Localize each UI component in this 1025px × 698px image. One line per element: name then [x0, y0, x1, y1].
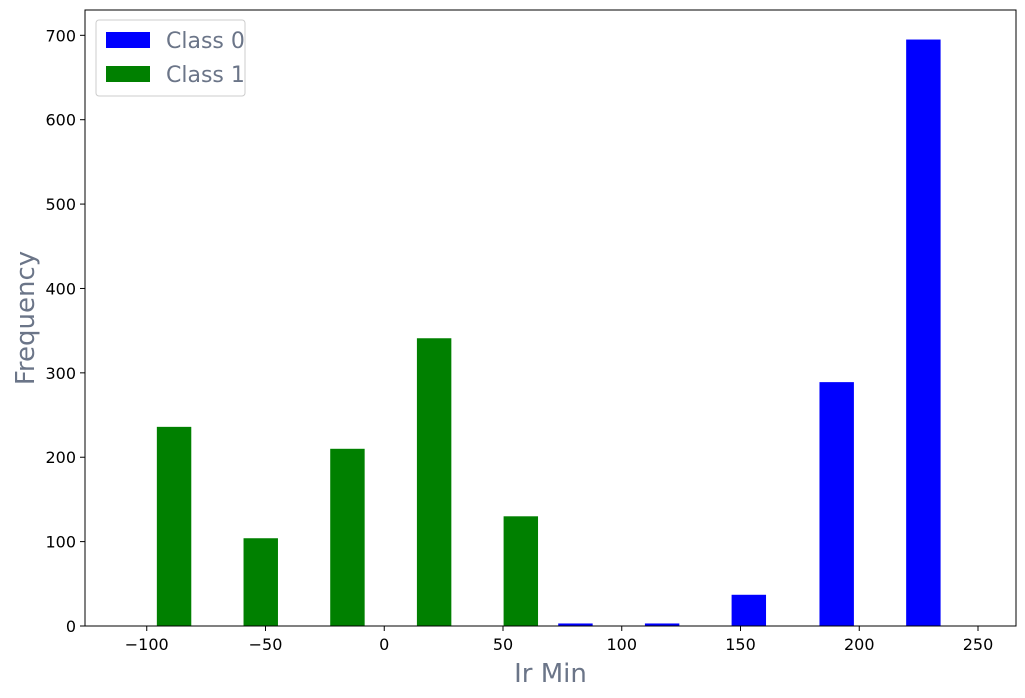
bar-class-1-2: [330, 448, 365, 626]
y-tick-label: 400: [45, 279, 76, 298]
bar-class-0-3: [819, 382, 854, 626]
y-tick-label: 700: [45, 26, 76, 45]
y-tick-label: 200: [45, 448, 76, 467]
legend-label-class-1: Class 1: [166, 63, 245, 88]
y-tick-label: 100: [45, 533, 76, 552]
x-tick-label: 150: [725, 635, 756, 654]
y-tick-label: 600: [45, 111, 76, 130]
legend-swatch-class-0: [106, 32, 150, 48]
bar-class-0-0: [558, 623, 593, 626]
bar-class-0-2: [731, 594, 767, 626]
x-axis-ticks: −100 −50 0 50 100 150 200 250: [125, 626, 994, 654]
y-tick-label: 300: [45, 364, 76, 383]
y-tick-label: 0: [66, 617, 76, 636]
y-axis-label: Frequency: [11, 251, 41, 385]
x-tick-label: −100: [125, 635, 169, 654]
y-axis-ticks: 0 100 200 300 400 500 600 700: [45, 26, 85, 636]
legend-swatch-class-1: [106, 66, 150, 82]
x-tick-label: 100: [606, 635, 637, 654]
bar-class-0-1: [644, 623, 680, 626]
bar-class-0-4: [906, 39, 941, 627]
legend-label-class-0: Class 0: [166, 29, 245, 54]
y-tick-label: 500: [45, 195, 76, 214]
bar-class-1-1: [243, 538, 278, 626]
x-tick-label: 50: [493, 635, 513, 654]
x-tick-label: 200: [844, 635, 875, 654]
x-tick-label: 250: [963, 635, 994, 654]
x-tick-label: 0: [379, 635, 389, 654]
bar-class-1-4: [503, 516, 539, 626]
x-axis-label: Ir Min: [514, 659, 587, 689]
x-tick-label: −50: [249, 635, 283, 654]
bars-layer: [156, 39, 941, 627]
bar-class-1-0: [156, 426, 192, 626]
plot-frame: [84, 9, 1017, 627]
legend: Class 0 Class 1: [95, 19, 246, 97]
bar-class-1-3: [416, 338, 452, 626]
